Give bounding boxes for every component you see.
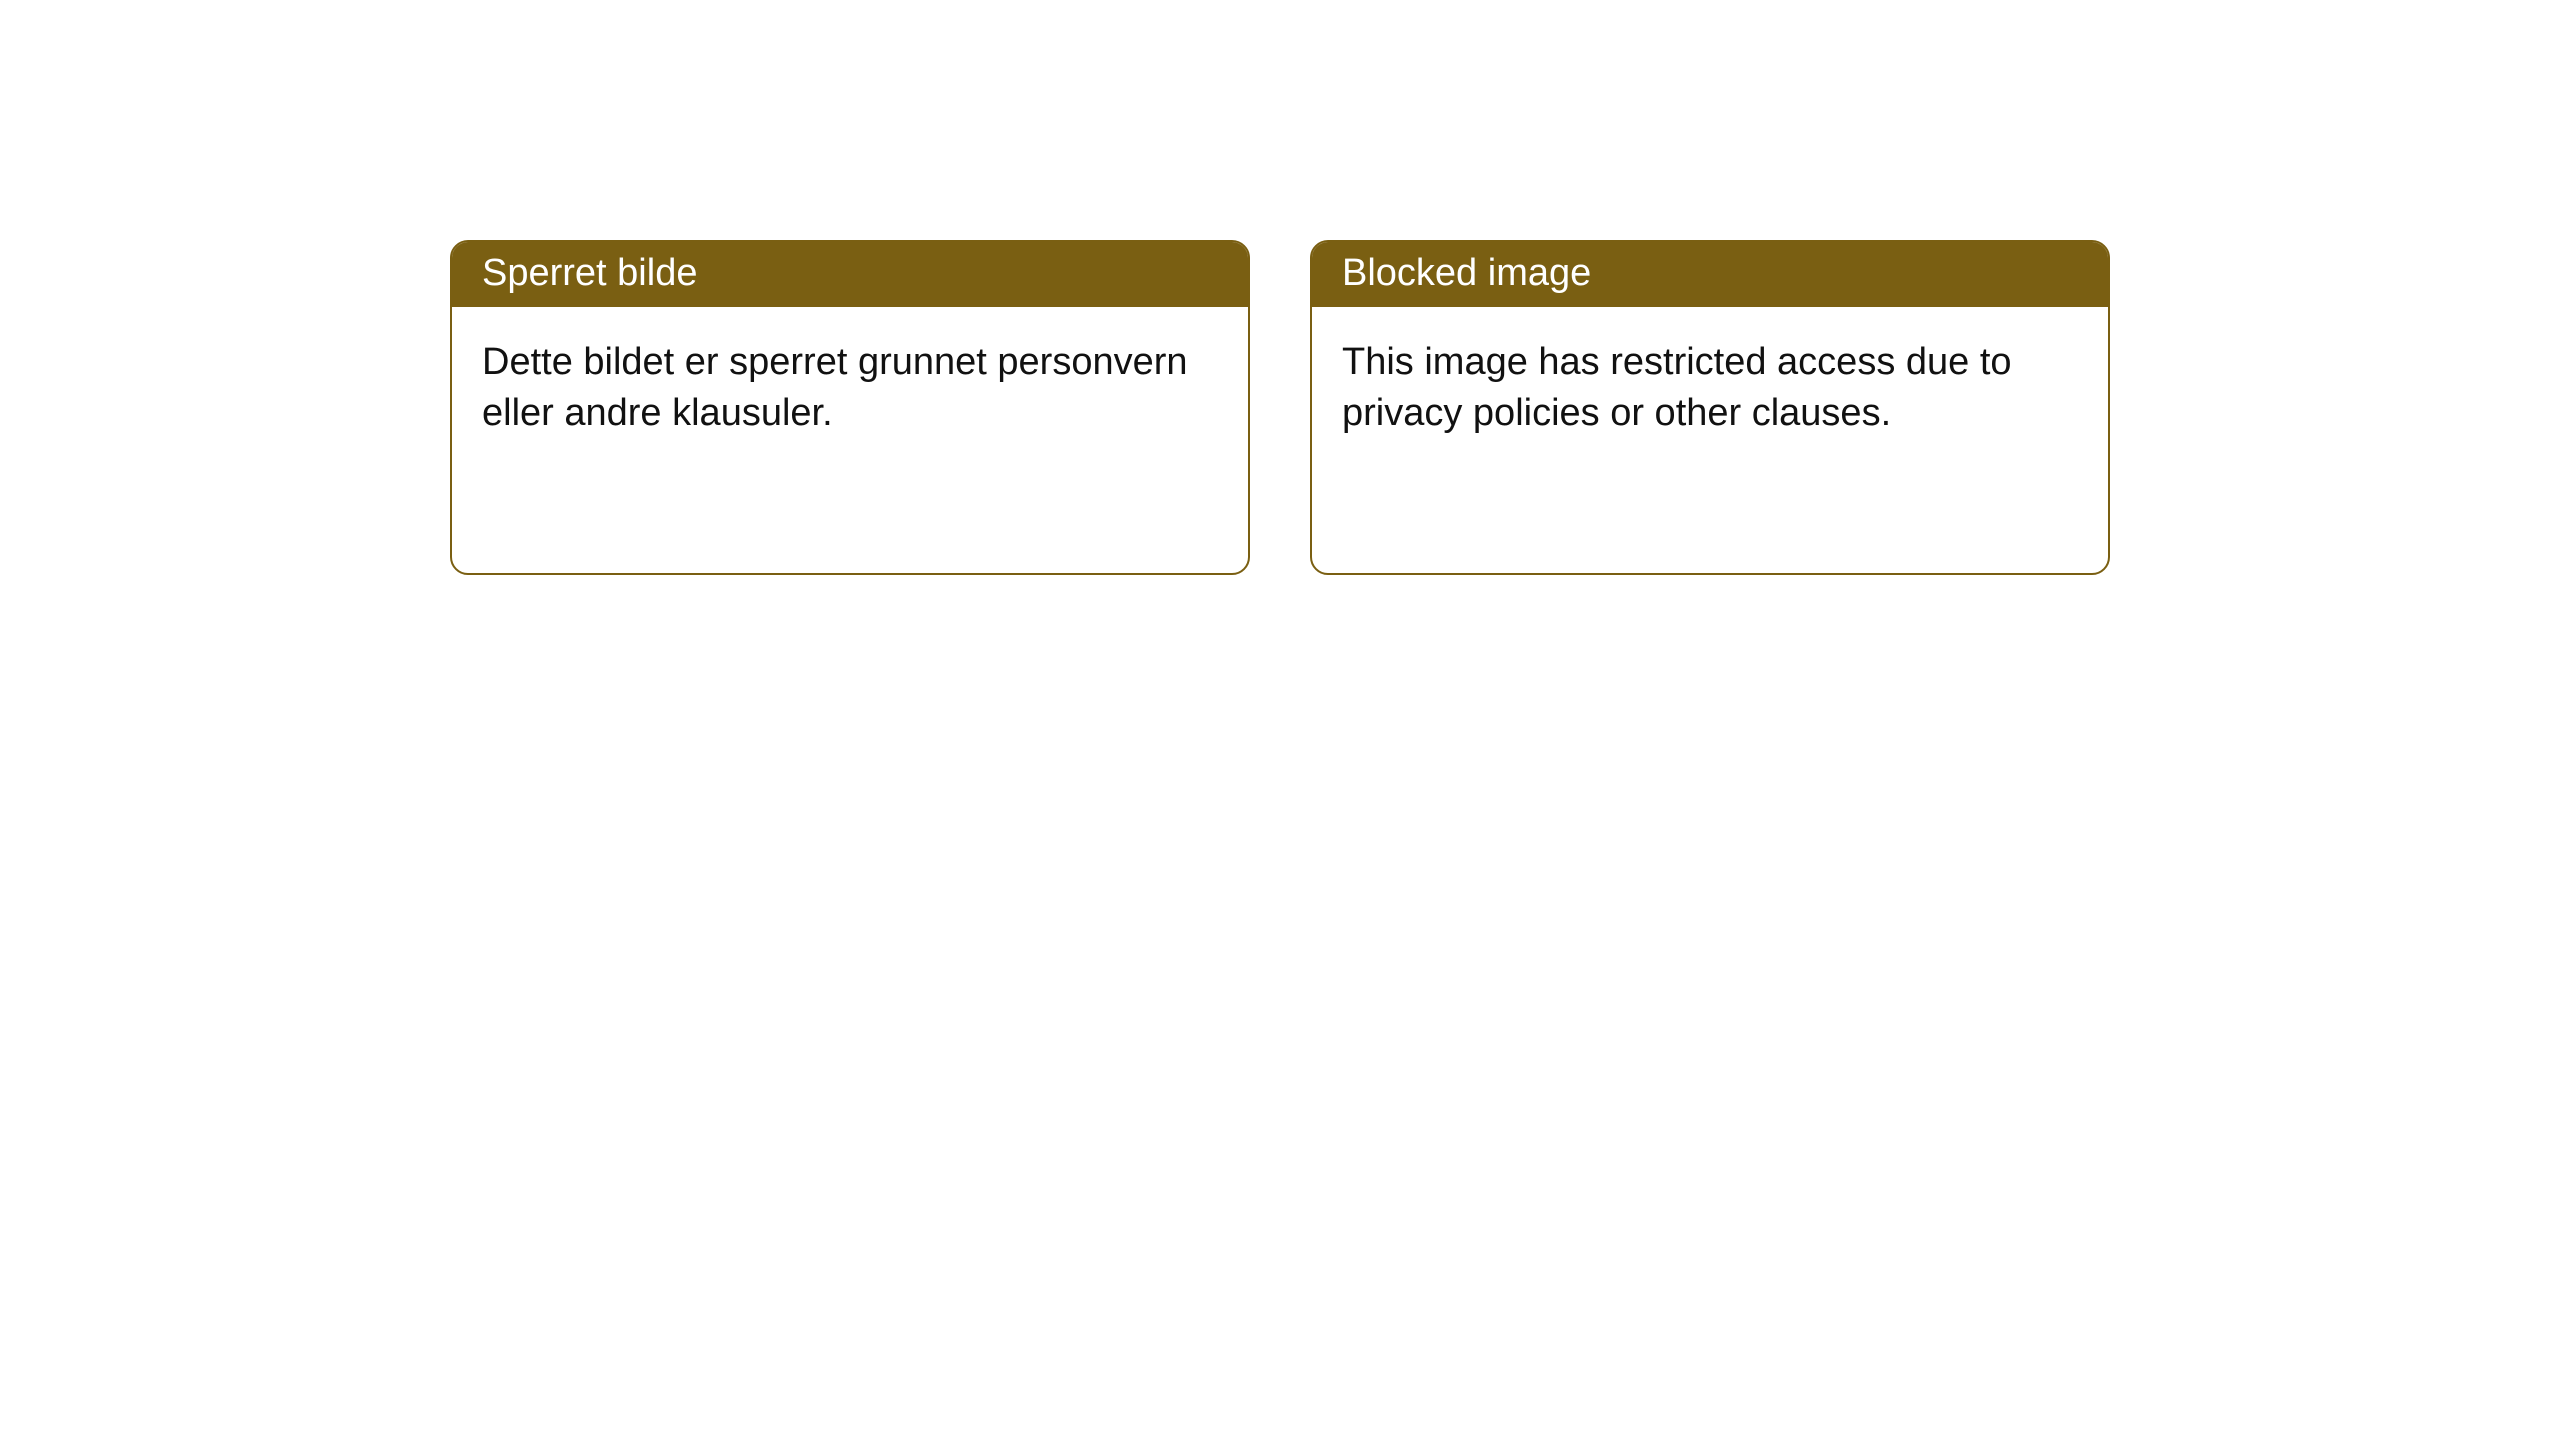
notice-card-english: Blocked image This image has restricted …	[1310, 240, 2110, 575]
card-body: This image has restricted access due to …	[1312, 307, 2108, 470]
notice-card-norwegian: Sperret bilde Dette bildet er sperret gr…	[450, 240, 1250, 575]
card-header: Sperret bilde	[452, 242, 1248, 307]
card-header: Blocked image	[1312, 242, 2108, 307]
notice-cards-container: Sperret bilde Dette bildet er sperret gr…	[450, 240, 2110, 575]
card-body: Dette bildet er sperret grunnet personve…	[452, 307, 1248, 470]
